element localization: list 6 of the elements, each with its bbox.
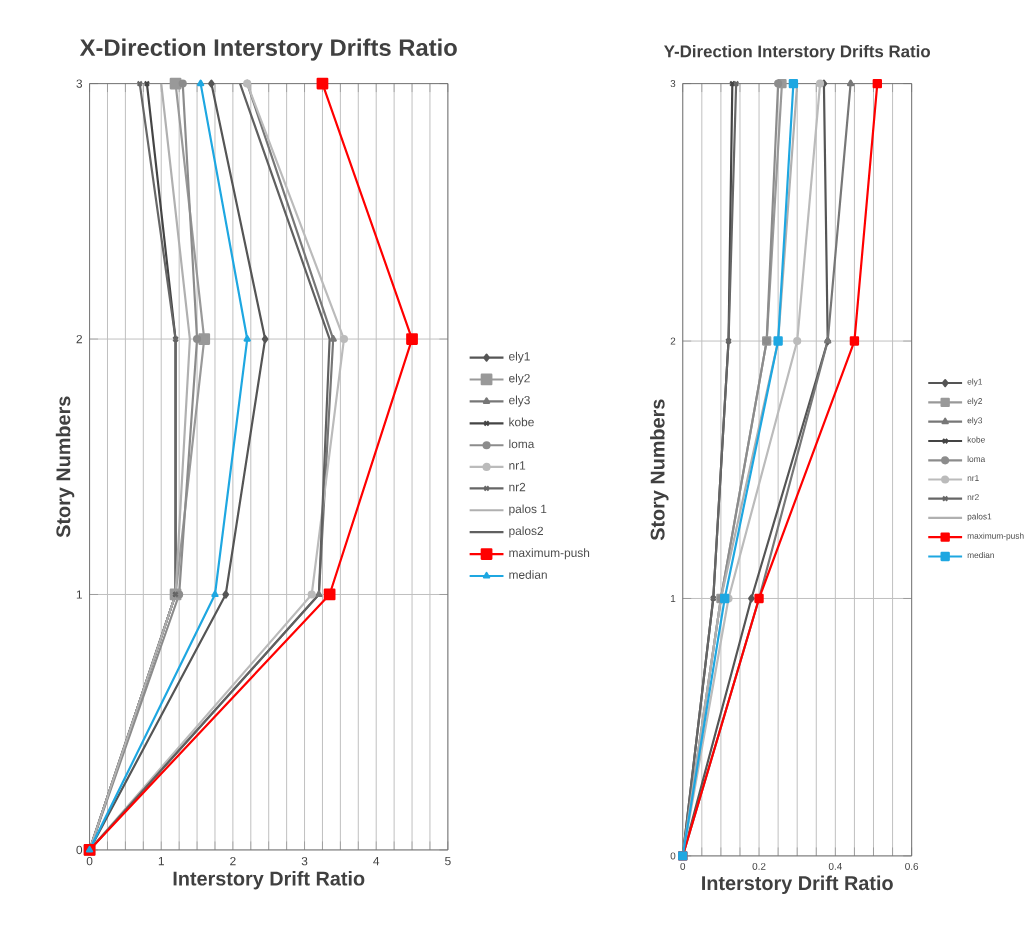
y-axis-title: Story Numbers [55, 396, 75, 538]
x-axis-title: Interstory Drift Ratio [702, 875, 893, 895]
chart-title: X-Direction Interstory Drifts Ratio [79, 38, 457, 61]
x-axis-title: Interstory Drift Ratio [173, 871, 365, 890]
y-axis-title: Story Numbers [650, 399, 669, 541]
chart-title: Y-Direction Interstory Drifts Ratio [664, 45, 930, 61]
